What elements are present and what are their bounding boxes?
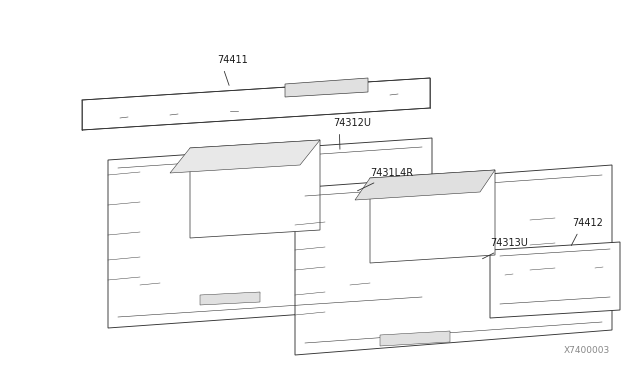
Polygon shape (285, 78, 368, 97)
Polygon shape (295, 165, 612, 355)
Text: 74313U: 74313U (490, 238, 528, 248)
Text: 74412: 74412 (572, 218, 603, 228)
Text: 7431L4R: 7431L4R (370, 168, 413, 178)
Polygon shape (82, 78, 430, 130)
Text: 74312U: 74312U (333, 118, 371, 128)
Polygon shape (380, 331, 450, 346)
Polygon shape (370, 170, 495, 263)
Text: 74411: 74411 (217, 55, 248, 65)
Polygon shape (355, 170, 495, 200)
Polygon shape (490, 242, 620, 318)
Polygon shape (190, 140, 320, 238)
Text: X7400003: X7400003 (564, 346, 610, 355)
Polygon shape (200, 292, 260, 305)
Polygon shape (108, 138, 432, 328)
Polygon shape (170, 140, 320, 173)
